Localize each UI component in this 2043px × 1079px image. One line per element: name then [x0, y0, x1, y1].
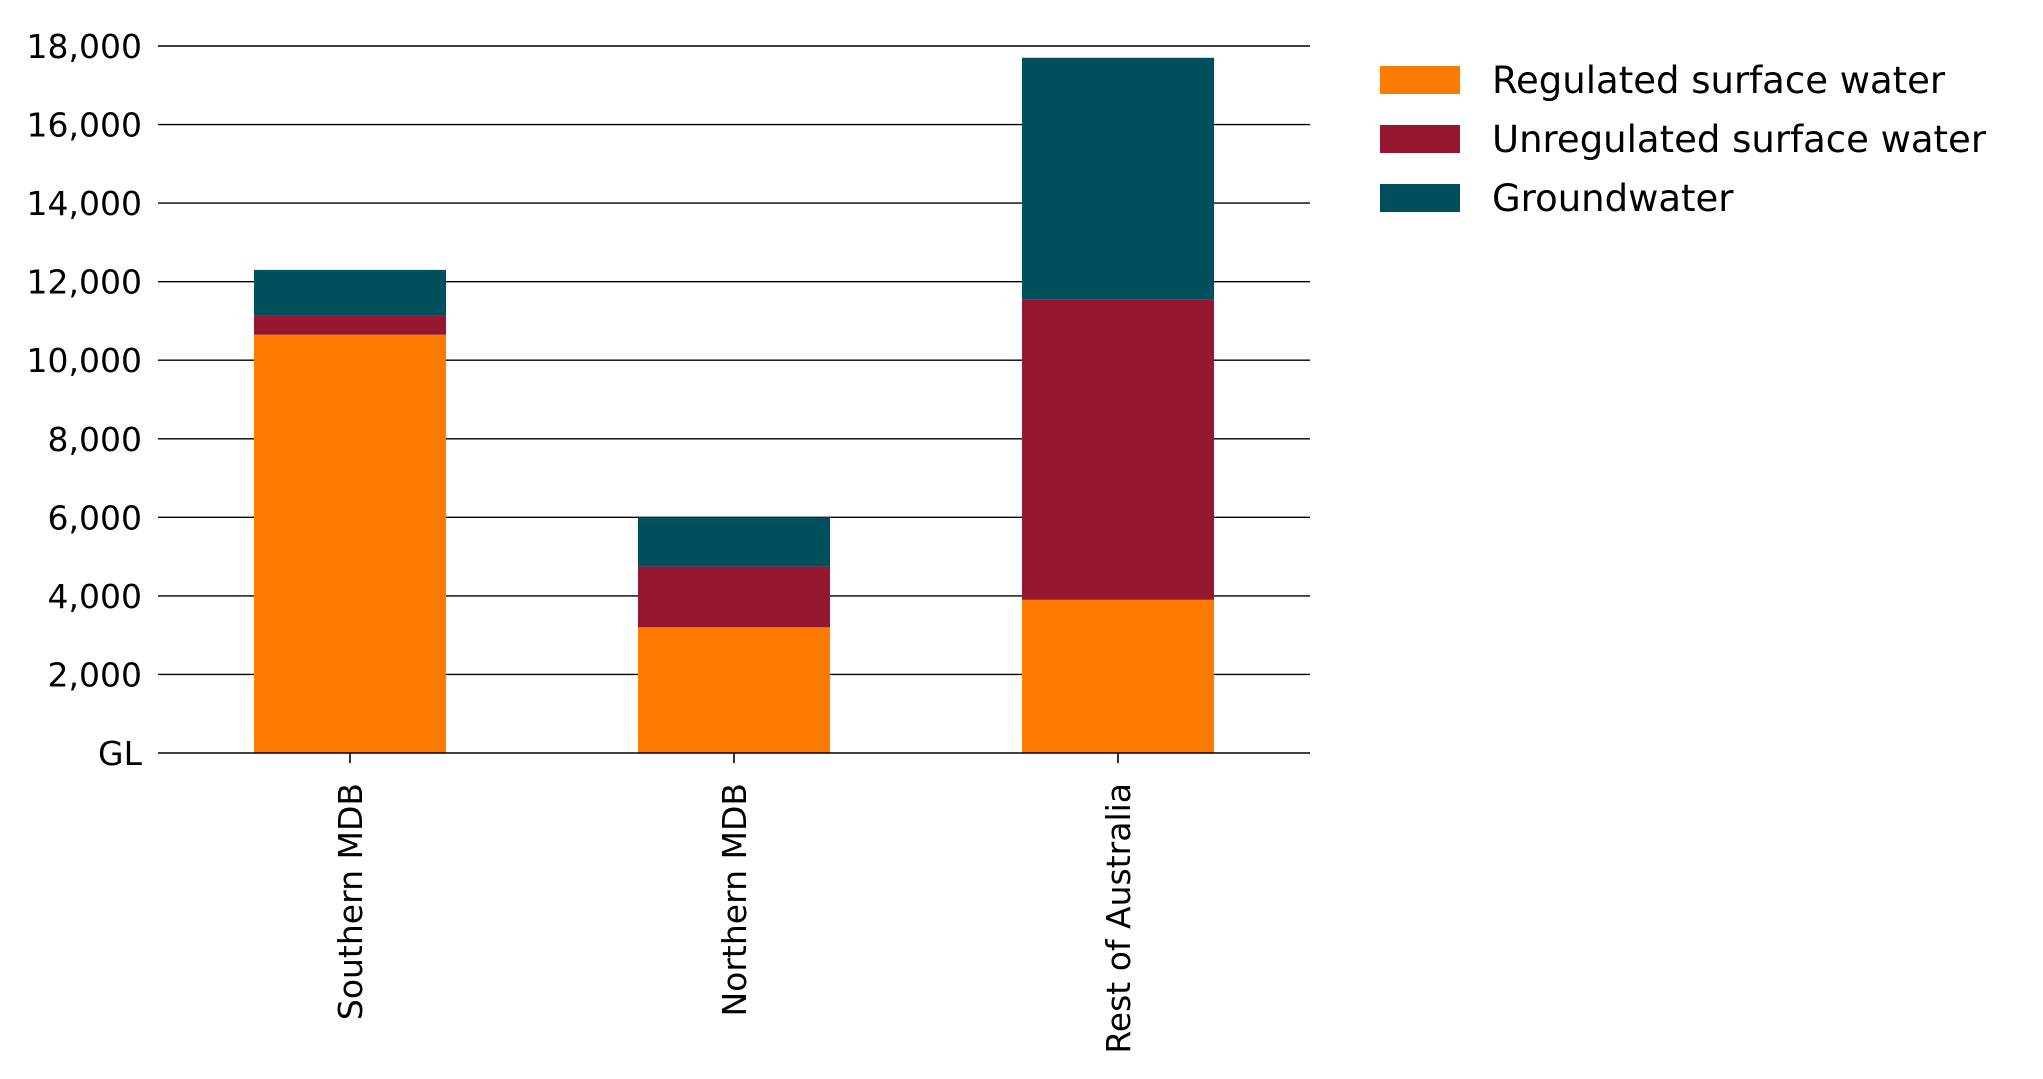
bar-segment [638, 517, 830, 567]
legend-label: Regulated surface water [1492, 59, 1946, 102]
y-tick-label: 12,000 [27, 263, 142, 302]
bar-segment [638, 627, 830, 753]
x-axis-category-labels: Southern MDB Northern MDB Rest of Australi… [331, 783, 1138, 1054]
bar-segment [1022, 299, 1214, 600]
y-tick-label: 2,000 [48, 655, 142, 694]
bar-segment [638, 566, 830, 628]
y-tick-label: 10,000 [27, 341, 142, 380]
bar-segment [254, 269, 446, 316]
x-category-label: Rest of Australia [1099, 783, 1138, 1054]
y-tick-label: 14,000 [27, 184, 142, 223]
x-category-label: Southern MDB [331, 783, 370, 1020]
y-tick-label: 16,000 [27, 106, 142, 145]
legend-swatch [1380, 125, 1460, 153]
bars [254, 57, 1214, 753]
legend-swatch [1380, 66, 1460, 94]
bar-segment [254, 334, 446, 753]
legend-label: Groundwater [1492, 177, 1734, 220]
legend: Regulated surface water Unregulated surfa… [1380, 59, 1987, 220]
x-category-label: Northern MDB [715, 783, 754, 1017]
y-tick-label: 18,000 [27, 27, 142, 66]
legend-swatch [1380, 184, 1460, 212]
x-axis [158, 752, 1310, 763]
bar-segment [254, 315, 446, 335]
bar-segment [1022, 57, 1214, 300]
y-tick-label: 6,000 [48, 498, 142, 537]
y-tick-label: 4,000 [48, 577, 142, 616]
y-tick-label: 8,000 [48, 420, 142, 459]
y-tick-label: GL [98, 734, 143, 773]
legend-label: Unregulated surface water [1492, 118, 1987, 161]
bar-segment [1022, 599, 1214, 753]
y-axis-tick-labels: GL 2,000 4,000 6,000 8,000 10,000 12,000 14,000… [27, 27, 143, 773]
